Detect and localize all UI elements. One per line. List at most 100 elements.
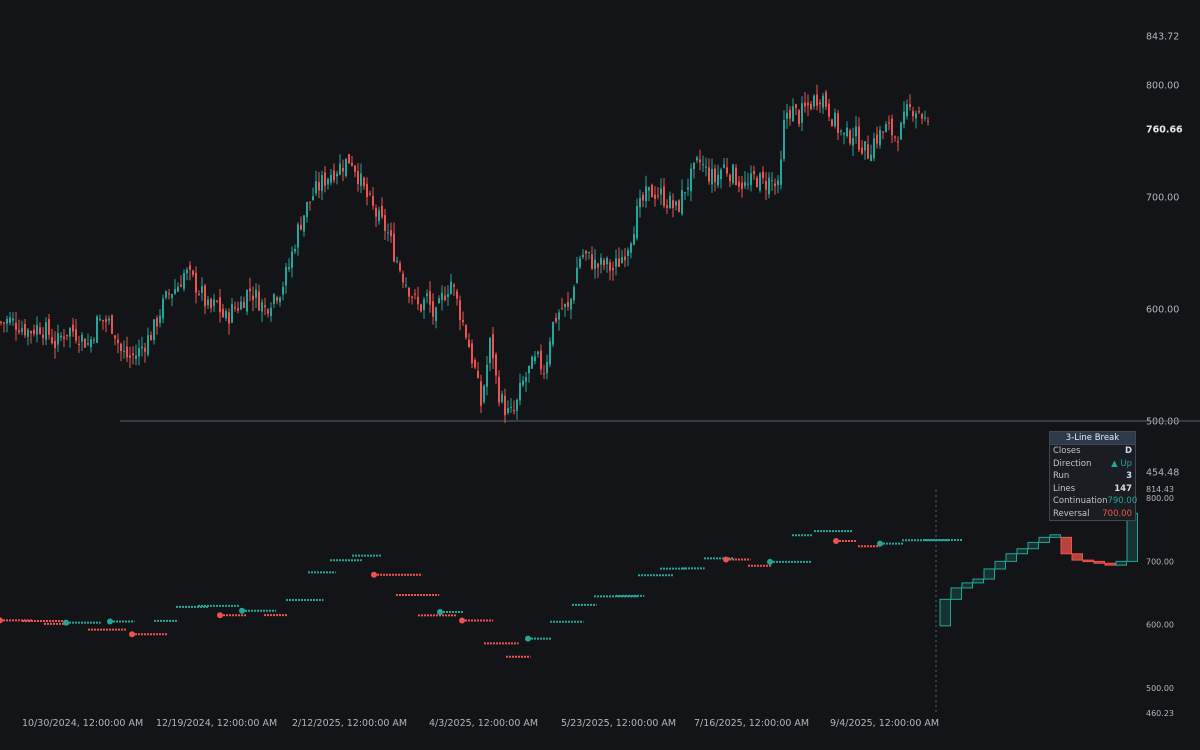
candle: [474, 357, 476, 370]
candle: [291, 246, 293, 278]
candle: [330, 168, 332, 186]
candle: [0, 320, 2, 326]
candle-body: [549, 341, 551, 365]
candle: [846, 121, 848, 139]
candle: [300, 216, 302, 231]
info-row-direction: Direction ▲ Up: [1053, 458, 1132, 469]
candle: [246, 289, 248, 316]
candle-body: [243, 301, 245, 309]
candle-body: [183, 273, 185, 289]
candle-body: [843, 132, 845, 135]
candle-body: [123, 350, 125, 352]
candle: [483, 384, 485, 405]
candle: [201, 277, 203, 301]
candle: [870, 144, 872, 162]
candle: [357, 163, 359, 192]
candle: [339, 154, 341, 176]
candle: [813, 94, 815, 110]
candle-body: [180, 284, 182, 287]
candle-body: [759, 173, 761, 191]
candle-body: [489, 338, 491, 364]
candle: [114, 335, 116, 346]
candle: [222, 303, 224, 318]
candle-body: [753, 171, 755, 175]
candle-body: [450, 281, 452, 294]
candle-body: [168, 293, 170, 295]
tlb-y-tick-label: 800.00: [1146, 494, 1174, 503]
candle: [327, 177, 329, 190]
info-row-reversal: Reversal 700.00: [1053, 508, 1132, 519]
candle: [540, 344, 542, 375]
candle: [672, 193, 674, 218]
candle-body: [426, 293, 428, 296]
candle: [279, 296, 281, 307]
candle-body: [321, 175, 323, 192]
candle-body: [558, 312, 560, 320]
candle: [375, 204, 377, 227]
candle: [285, 262, 287, 294]
candle-body: [51, 337, 53, 344]
candle: [408, 286, 410, 304]
candle-body: [213, 299, 215, 306]
candle: [105, 315, 107, 333]
candle: [921, 112, 923, 125]
candle-body: [219, 297, 221, 313]
candle-body: [408, 287, 410, 297]
candle-body: [99, 319, 101, 321]
candle: [54, 331, 56, 359]
reversal-marker: [217, 612, 223, 619]
candle: [423, 297, 425, 319]
candle-body: [432, 301, 434, 317]
candle-body: [660, 188, 662, 195]
candle: [69, 326, 71, 348]
candle: [606, 256, 608, 273]
candle: [729, 173, 731, 188]
candle-body: [654, 194, 656, 199]
candle-body: [804, 102, 806, 107]
candle: [750, 165, 752, 192]
candle-body: [498, 376, 500, 403]
candle-body: [318, 182, 320, 191]
candle: [93, 337, 95, 344]
candle-body: [153, 319, 155, 341]
candle-body: [78, 343, 80, 346]
candle-body: [714, 168, 716, 183]
candle-body: [354, 165, 356, 172]
candle-body: [198, 293, 200, 295]
candle-body: [345, 158, 347, 176]
candle-body: [18, 330, 20, 333]
candle-body: [909, 104, 911, 108]
candle: [396, 256, 398, 264]
candle: [579, 255, 581, 269]
candle-body: [336, 173, 338, 177]
candle: [624, 247, 626, 268]
tlb-brick: [1093, 560, 1105, 564]
candle-body: [378, 210, 380, 222]
candle: [189, 261, 191, 281]
candle: [198, 290, 200, 296]
candle: [561, 297, 563, 310]
candle: [87, 333, 89, 347]
candle-body: [810, 103, 812, 110]
x-tick-label: 2/12/2025, 12:00:00 AM: [292, 718, 407, 729]
candle: [603, 257, 605, 271]
candle-body: [885, 124, 887, 133]
candle-body: [423, 299, 425, 310]
candle-body: [921, 114, 923, 119]
tlb-y-tick-label: 460.23: [1146, 709, 1174, 718]
candle-body: [231, 304, 233, 323]
candle: [252, 286, 254, 312]
y-tick-label: 800.00: [1146, 80, 1179, 91]
tlb-brick: [1016, 548, 1028, 555]
reversal-marker: [525, 635, 531, 642]
candle: [435, 306, 437, 329]
info-row-lines: Lines 147: [1053, 483, 1132, 494]
candle-body: [681, 189, 683, 215]
candle-body: [249, 288, 251, 292]
candle: [678, 199, 680, 213]
candle: [882, 130, 884, 140]
candle-body: [663, 186, 665, 206]
candle: [234, 301, 236, 312]
